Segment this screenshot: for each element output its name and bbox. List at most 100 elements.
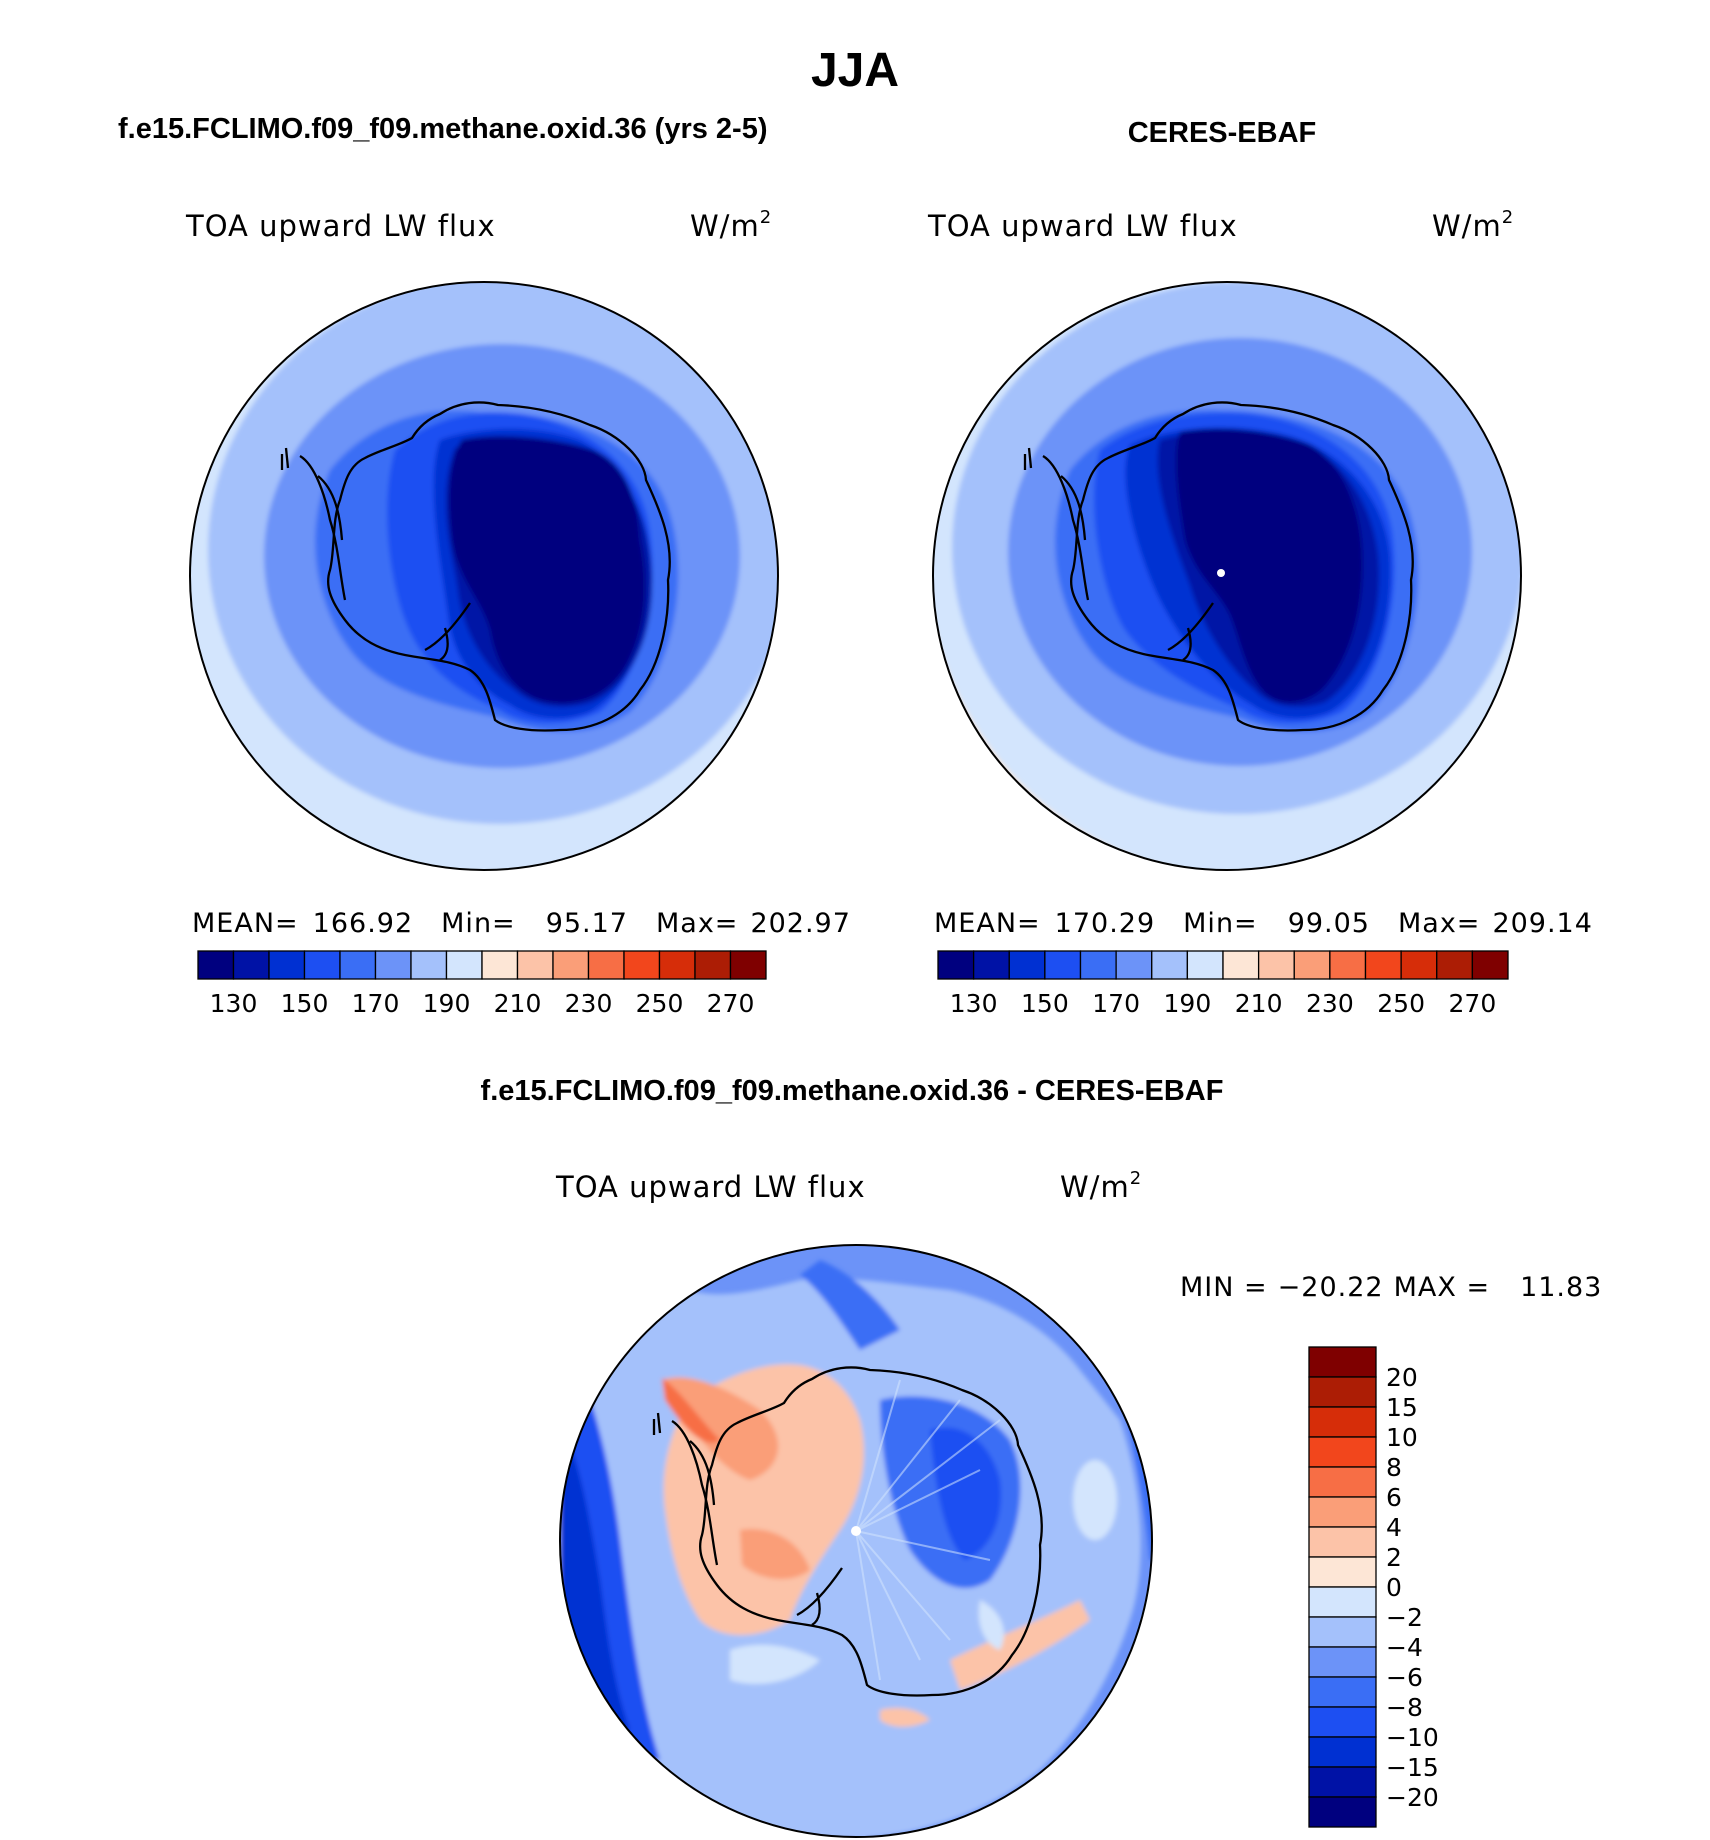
panel-model-colorbar-swatch bbox=[410, 950, 448, 980]
panel-model-colorbar-tick-label: 270 bbox=[707, 989, 755, 1018]
panel-model: f.e15.FCLIMO.f09_f09.methane.oxid.36 (yr… bbox=[118, 113, 851, 1018]
panel-model-map bbox=[190, 282, 778, 870]
panel-model-colorbar-swatch bbox=[232, 950, 270, 980]
panel-obs-units: W/m2 bbox=[1432, 207, 1514, 243]
panel-obs-colorbar: 130 150 170 190 210 230 250 270 bbox=[937, 950, 1509, 1018]
panel-diff-colorbar-tick-label: 6 bbox=[1386, 1483, 1402, 1512]
panel-diff-colorbar-swatch bbox=[1308, 1346, 1377, 1378]
panel-diff-colorbar-tick-label: −15 bbox=[1386, 1753, 1439, 1782]
main-title: JJA bbox=[811, 44, 899, 97]
panel-diff-colorbar-tick-label: 15 bbox=[1386, 1393, 1418, 1422]
panel-obs-colorbar-tick-label: 250 bbox=[1377, 989, 1425, 1018]
panel-obs-colorbar-swatch bbox=[1293, 950, 1331, 980]
panel-diff-colorbar-swatch bbox=[1308, 1496, 1377, 1528]
panel-diff: f.e15.FCLIMO.f09_f09.methane.oxid.36 - C… bbox=[481, 1075, 1602, 1838]
panel-obs-colorbar-tick-label: 230 bbox=[1306, 989, 1354, 1018]
panel-model-colorbar-swatch bbox=[658, 950, 696, 980]
panel-diff-colorbar-swatch bbox=[1308, 1406, 1377, 1438]
panel-model-colorbar-swatch bbox=[481, 950, 519, 980]
panel-obs-colorbar-swatch bbox=[1222, 950, 1260, 980]
panel-obs-heading: CERES-EBAF bbox=[1128, 117, 1317, 149]
panel-diff-colorbar-tick-label: 20 bbox=[1386, 1363, 1418, 1392]
panel-diff-map bbox=[560, 1245, 1152, 1837]
panel-obs-colorbar-swatch bbox=[1079, 950, 1117, 980]
panel-model-map-border bbox=[189, 281, 779, 871]
panel-model-colorbar-tick-label: 210 bbox=[494, 989, 542, 1018]
panel-obs-colorbar-swatch bbox=[1364, 950, 1402, 980]
panel-diff-colorbar-tick-label: −6 bbox=[1386, 1663, 1423, 1692]
panel-model-colorbar-tick-label: 250 bbox=[636, 989, 684, 1018]
panel-obs-colorbar-tick-label: 170 bbox=[1092, 989, 1140, 1018]
panel-model-colorbar-swatch bbox=[339, 950, 377, 980]
panel-diff-heading: f.e15.FCLIMO.f09_f09.methane.oxid.36 - C… bbox=[481, 1075, 1224, 1107]
panel-obs-colorbar-tick-label: 270 bbox=[1449, 989, 1497, 1018]
panel-model-colorbar-tick-label: 130 bbox=[210, 989, 258, 1018]
panel-diff-variable: TOA upward LW flux bbox=[555, 1170, 866, 1204]
panel-model-colorbar-tick-label: 190 bbox=[423, 989, 471, 1018]
panel-model-colorbar-swatch bbox=[445, 950, 483, 980]
panel-diff-colorbar-swatch bbox=[1308, 1586, 1377, 1618]
panel-model-colorbar-swatch bbox=[516, 950, 554, 980]
panel-obs-colorbar-swatch bbox=[1008, 950, 1046, 980]
panel-model-colorbar-swatch bbox=[303, 950, 341, 980]
panel-obs-map bbox=[933, 282, 1521, 870]
panel-diff-colorbar-tick-label: −4 bbox=[1386, 1633, 1423, 1662]
panel-obs-colorbar-swatch bbox=[972, 950, 1010, 980]
panel-diff-map-border bbox=[559, 1244, 1153, 1838]
panel-diff-colorbar-swatch bbox=[1308, 1706, 1377, 1738]
panel-diff-colorbar-swatch bbox=[1308, 1736, 1377, 1768]
panel-diff-colorbar-swatch bbox=[1308, 1616, 1377, 1648]
panel-obs-colorbar-swatch bbox=[1186, 950, 1224, 980]
panel-diff-colorbar-swatch bbox=[1308, 1766, 1377, 1798]
panel-model-units: W/m2 bbox=[690, 207, 772, 243]
panel-model-colorbar-swatch bbox=[374, 950, 412, 980]
panel-obs-colorbar-swatch bbox=[1151, 950, 1189, 980]
panel-obs-colorbar-swatch bbox=[1471, 950, 1509, 980]
panel-model-colorbar-swatch bbox=[587, 950, 625, 980]
panel-obs-colorbar-tick-label: 190 bbox=[1164, 989, 1212, 1018]
panel-diff-colorbar-swatch bbox=[1308, 1526, 1377, 1558]
panel-obs-colorbar-tick-label: 210 bbox=[1235, 989, 1283, 1018]
panel-obs: CERES-EBAF TOA upward LW flux W/m2 MEAN=… bbox=[927, 117, 1593, 1018]
panel-diff-colorbar-swatch bbox=[1308, 1436, 1377, 1468]
panel-model-colorbar-swatch bbox=[694, 950, 732, 980]
panel-obs-colorbar-swatch bbox=[1400, 950, 1438, 980]
panel-model-colorbar-tick-label: 150 bbox=[281, 989, 329, 1018]
panel-diff-units: W/m2 bbox=[1060, 1168, 1142, 1204]
panel-diff-colorbar-swatch bbox=[1308, 1676, 1377, 1708]
panel-diff-colorbar-tick-label: 0 bbox=[1386, 1573, 1402, 1602]
panel-model-colorbar-swatch bbox=[197, 950, 235, 980]
panel-diff-colorbar-tick-label: −20 bbox=[1386, 1783, 1439, 1812]
panel-obs-stats: MEAN= 170.29 Min= 99.05 Max= 209.14 bbox=[934, 908, 1593, 939]
panel-diff-colorbar-swatch bbox=[1308, 1796, 1377, 1828]
panel-diff-colorbar-swatch bbox=[1308, 1646, 1377, 1678]
panel-diff-colorbar-tick-label: 4 bbox=[1386, 1513, 1402, 1542]
panel-obs-colorbar-swatch bbox=[937, 950, 975, 980]
panel-diff-colorbar-tick-label: −2 bbox=[1386, 1603, 1423, 1632]
panel-diff-colorbar-tick-label: 2 bbox=[1386, 1543, 1402, 1572]
panel-model-colorbar: 130 150 170 190 210 230 250 270 bbox=[197, 950, 767, 1018]
panel-model-colorbar-tick-label: 230 bbox=[565, 989, 613, 1018]
panel-obs-colorbar-swatch bbox=[1329, 950, 1367, 980]
panel-obs-colorbar-swatch bbox=[1115, 950, 1153, 980]
panel-model-colorbar-swatch bbox=[268, 950, 306, 980]
panel-model-stats: MEAN= 166.92 Min= 95.17 Max= 202.97 bbox=[192, 908, 851, 939]
panel-obs-colorbar-swatch bbox=[1044, 950, 1082, 980]
panel-diff-colorbar-tick-label: 10 bbox=[1386, 1423, 1418, 1452]
panel-obs-colorbar-tick-label: 150 bbox=[1021, 989, 1069, 1018]
panel-diff-stats: MIN = −20.22 MAX = 11.83 bbox=[1180, 1272, 1602, 1303]
panel-diff-colorbar-swatch bbox=[1308, 1376, 1377, 1408]
panel-model-colorbar-swatch bbox=[729, 950, 767, 980]
panel-obs-colorbar-swatch bbox=[1257, 950, 1295, 980]
panel-model-heading: f.e15.FCLIMO.f09_f09.methane.oxid.36 (yr… bbox=[118, 113, 768, 145]
panel-obs-variable: TOA upward LW flux bbox=[927, 209, 1238, 243]
panel-model-colorbar-swatch bbox=[552, 950, 590, 980]
panel-diff-colorbar-tick-label: −8 bbox=[1386, 1693, 1423, 1722]
panel-model-variable: TOA upward LW flux bbox=[185, 209, 496, 243]
panel-diff-colorbar-swatch bbox=[1308, 1556, 1377, 1588]
panel-obs-map-border bbox=[932, 281, 1522, 871]
panel-model-colorbar-tick-label: 170 bbox=[352, 989, 400, 1018]
panel-diff-colorbar-tick-label: −10 bbox=[1386, 1723, 1439, 1752]
